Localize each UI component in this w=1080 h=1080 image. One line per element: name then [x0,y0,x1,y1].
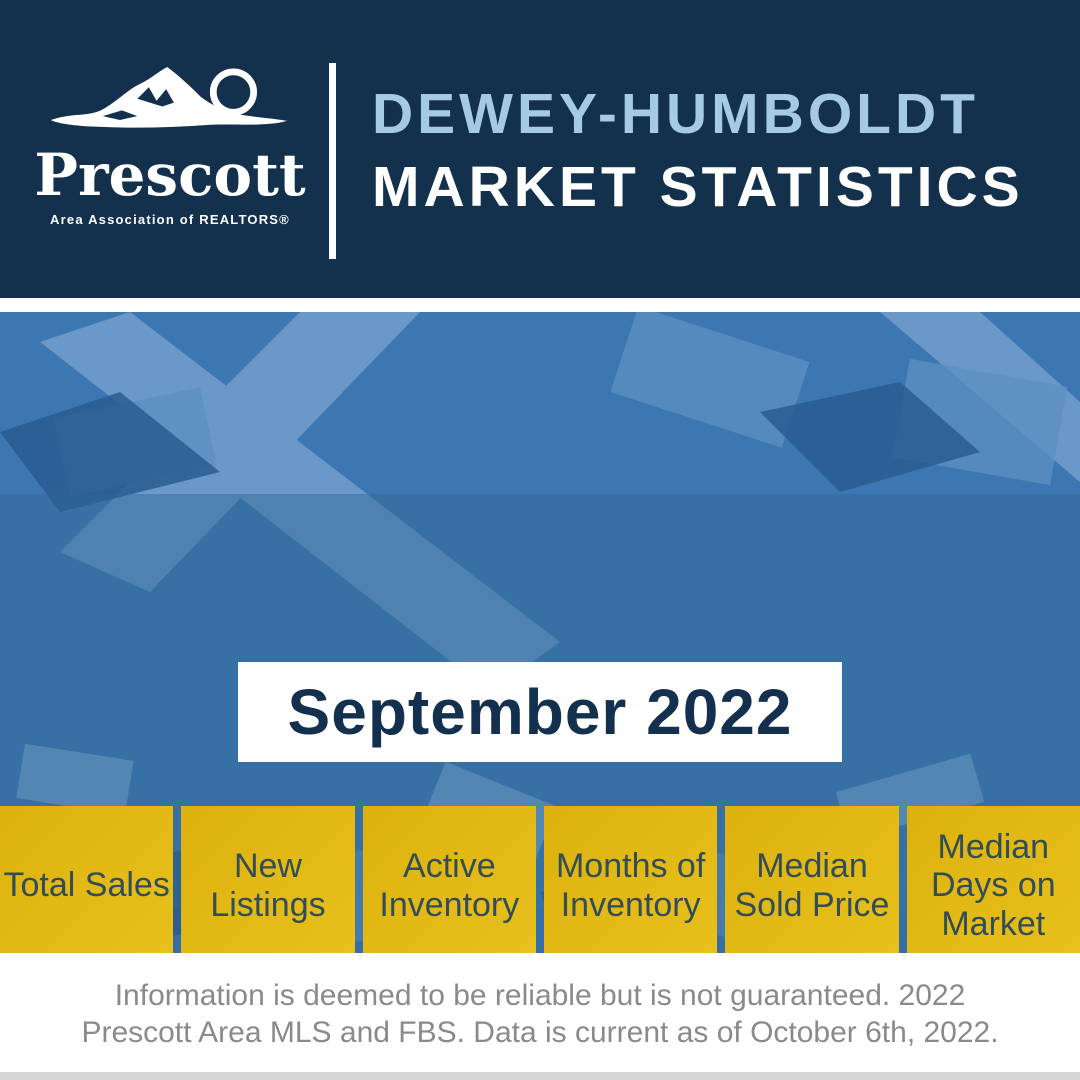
header-banner: Prescott Area Association of REALTORS® D… [0,0,1080,298]
header-divider [329,63,336,259]
stat-column-median-days-on-market: Median Days on Market 2022 24 2021 16 (u… [906,806,1080,953]
stat-title-text: Months of Inventory [555,847,706,924]
stat-title: Active Inventory [362,806,536,953]
aerial-photo-background: September 2022 Total Sales 2022 26 2021 … [0,312,1080,953]
header-title-line2: MARKET STATISTICS [372,155,1024,219]
period-banner: September 2022 [238,662,842,762]
disclaimer-line2: Prescott Area MLS and FBS. Data is curre… [81,1015,999,1049]
stat-columns: Total Sales 2022 26 2021 34 (down 20.7% … [0,806,1080,953]
disclaimer: Information is deemed to be reliable but… [0,978,1080,1051]
stat-title: Median Days on Market [906,806,1080,953]
stat-title: Median Sold Price [725,806,899,953]
header-title-line1: DEWEY-HUMBOLDT [372,82,979,146]
bottom-gray-strip [0,1072,1080,1080]
logo-name: Prescott [34,141,306,209]
stat-column-new-listings: New Listings 2022 29 2021 44 (no % chang… [181,806,355,953]
header-title: DEWEY-HUMBOLDT MARKET STATISTICS [372,86,1024,216]
prescott-logo: Prescott Area Association of REALTORS® [25,60,315,227]
stat-title: New Listings [181,806,355,953]
stat-title-text: Active Inventory [379,847,520,924]
logo-subtitle: Area Association of REALTORS® [50,212,290,227]
white-divider-strip [0,298,1080,312]
stat-column-median-sold-price: Median Sold Price 2022 $415,000 2021 $37… [725,806,899,953]
stat-column-total-sales: Total Sales 2022 26 2021 34 (down 20.7% … [0,806,174,953]
stat-title-text: Median Sold Price [734,847,890,924]
stat-title-text: New Listings [210,847,326,924]
stat-title-text: Median Days on Market [930,827,1056,943]
disclaimer-line1: Information is deemed to be reliable but… [114,979,966,1012]
stat-column-months-of-inventory: Months of Inventory 2022 2.5 2021 1.6 (u… [543,806,718,953]
period-label: September 2022 [287,676,793,748]
stat-title-text: Total Sales [3,866,170,905]
stat-title: Total Sales [0,806,174,953]
stat-column-active-inventory: Active Inventory 2022 66 2021 53 (up 54.… [362,806,536,953]
stat-title: Months of Inventory [543,806,718,953]
mountain-logo-icon [50,67,288,128]
